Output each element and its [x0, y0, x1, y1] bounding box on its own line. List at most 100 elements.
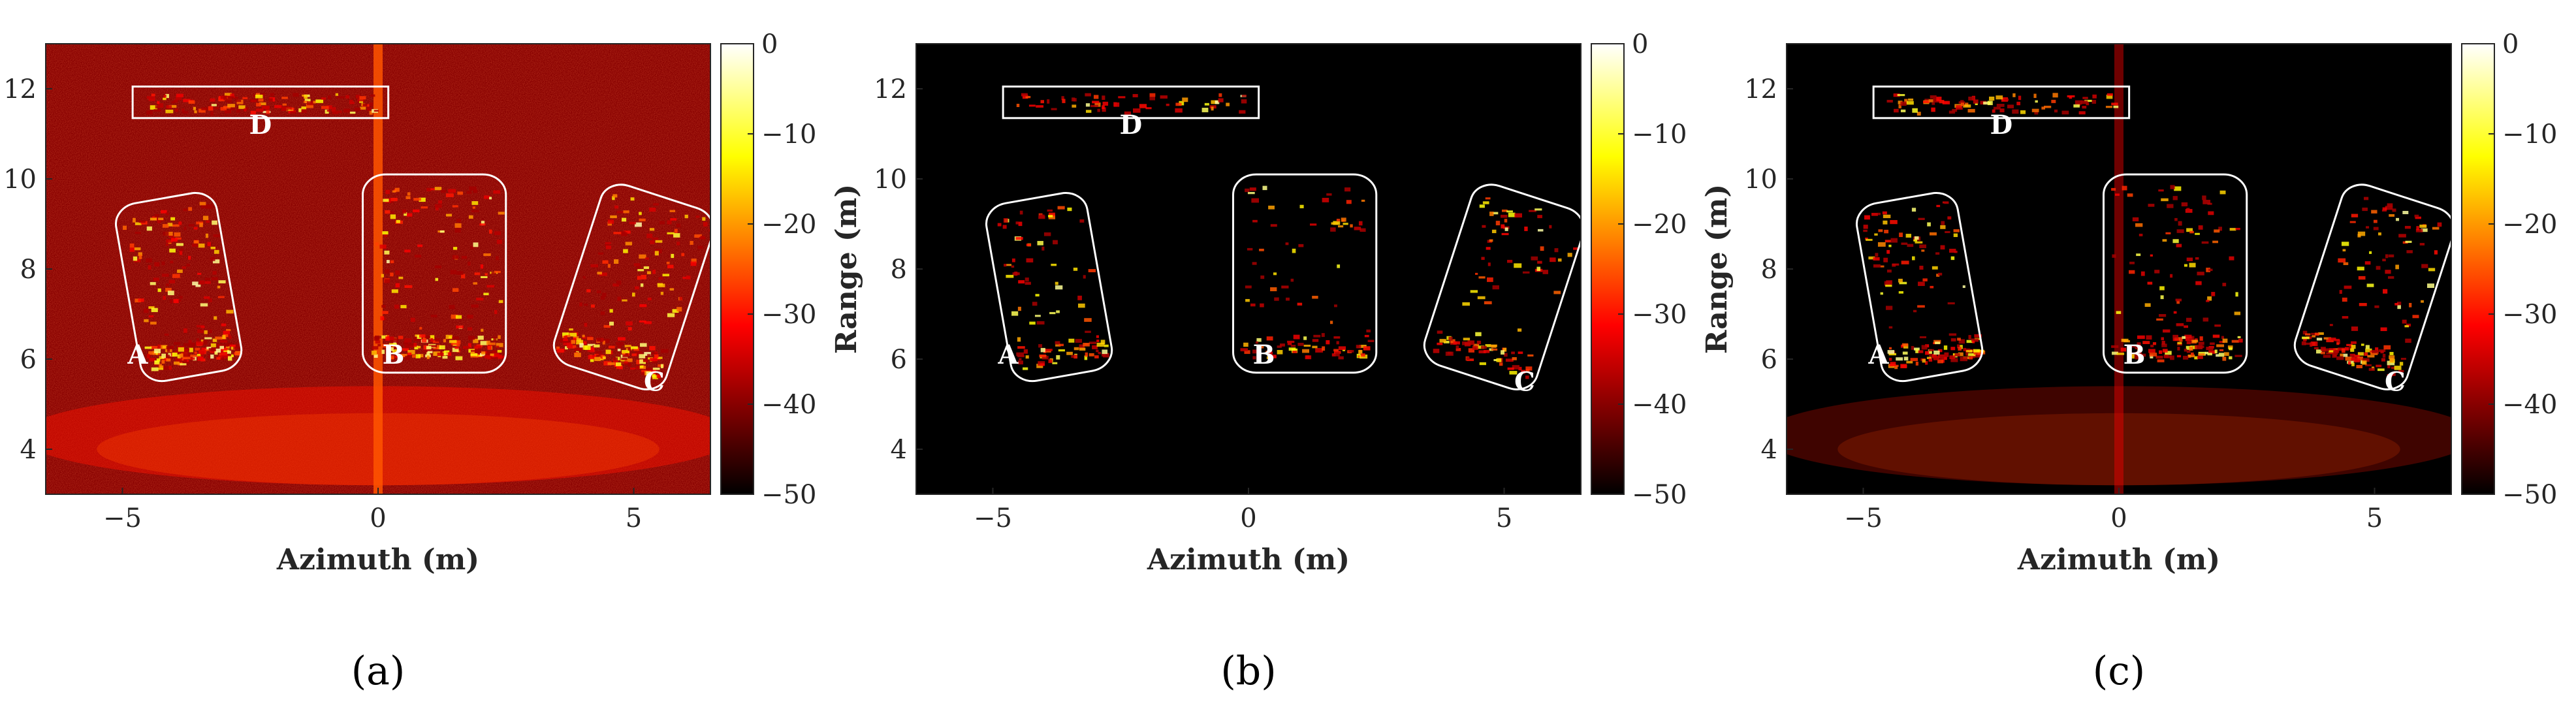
- scatterer-D: [1036, 105, 1044, 108]
- scatterer-B: [2197, 355, 2203, 359]
- scatterer-D: [362, 103, 368, 106]
- y-tick-label: 8: [20, 255, 37, 285]
- scatterer-B: [1312, 339, 1319, 342]
- scatterer-B: [390, 272, 394, 277]
- scatterer-B: [1243, 342, 1248, 347]
- scatterer-C: [1487, 262, 1491, 266]
- scatterer-C: [676, 242, 680, 246]
- scatterer-D: [227, 104, 235, 108]
- scatterer-A: [1036, 321, 1045, 325]
- scatterer-A: [1881, 265, 1884, 268]
- scatterer-B: [446, 214, 453, 217]
- scatterer-A: [231, 354, 234, 358]
- scatterer-A: [183, 328, 187, 333]
- scatterer-D: [369, 110, 373, 115]
- scatterer-A: [206, 204, 213, 209]
- scatterer-C: [2338, 258, 2346, 263]
- scatterer-A: [210, 246, 216, 249]
- scatterer-A: [162, 224, 169, 228]
- scatterer-B: [447, 352, 452, 356]
- scatterer-A: [1067, 207, 1072, 212]
- scatterer-B: [384, 279, 390, 283]
- scatterer-B: [496, 256, 499, 261]
- scatterer-C: [602, 293, 607, 297]
- scatterer-B: [1266, 356, 1271, 359]
- scatterer-D: [1102, 105, 1105, 109]
- scatterer-A: [163, 296, 166, 300]
- scatterer-B: [1329, 321, 1333, 325]
- scatterer-B: [462, 255, 468, 259]
- scatterer-B: [1310, 223, 1317, 226]
- scatterer-C: [645, 257, 649, 260]
- scatterer-A: [1885, 284, 1892, 287]
- scatterer-C: [1521, 370, 1526, 374]
- x-axis-label: Azimuth (m): [276, 543, 479, 577]
- scatterer-B: [2161, 343, 2167, 347]
- scatterer-C: [617, 296, 621, 301]
- scatterer-C: [2394, 303, 2398, 306]
- scatterer-A: [1019, 358, 1022, 360]
- scatterer-C: [2387, 360, 2395, 366]
- scatterer-A: [166, 346, 174, 349]
- scatterer-A: [146, 258, 152, 263]
- scatterer-B: [439, 345, 445, 349]
- scatterer-C: [2351, 326, 2359, 331]
- scatterer-A: [1969, 356, 1973, 360]
- scatterer-A: [183, 353, 191, 358]
- scatterer-B: [2152, 342, 2157, 345]
- scatterer-C: [2343, 353, 2348, 357]
- scatterer-C: [672, 309, 679, 313]
- scatterer-C: [1505, 358, 1514, 362]
- scatterer-A: [162, 366, 169, 370]
- scatterer-C: [603, 361, 612, 366]
- scatterer-A: [223, 330, 231, 336]
- scatterer-C: [646, 371, 652, 375]
- scatterer-D: [175, 95, 182, 101]
- scatterer-A: [159, 365, 164, 368]
- scatterer-D: [349, 111, 356, 114]
- scatterer-B: [387, 347, 394, 351]
- scatterer-A: [1073, 355, 1077, 359]
- scatterer-D: [337, 96, 345, 99]
- scatterer-A: [1892, 263, 1900, 266]
- scatterer-C: [1489, 348, 1493, 351]
- scatterer-C: [625, 242, 632, 246]
- scatterer-B: [407, 343, 415, 346]
- scatterer-D: [1933, 98, 1940, 103]
- scatterer-C: [674, 229, 678, 233]
- scatterer-C: [2359, 303, 2367, 306]
- scatterer-B: [457, 191, 463, 195]
- scatterer-B: [477, 336, 484, 340]
- scatterer-C: [565, 335, 571, 338]
- scatterer-C: [2365, 364, 2372, 366]
- scatterer-D: [1072, 104, 1077, 108]
- scatterer-B: [423, 345, 429, 350]
- scatterer-C: [1463, 338, 1471, 341]
- scatterer-A: [1055, 281, 1058, 285]
- scatterer-C: [2365, 345, 2370, 349]
- scatterer-A: [215, 348, 221, 353]
- scatterer-B: [2208, 211, 2214, 215]
- scatterer-C: [1514, 263, 1522, 268]
- scatterer-A: [199, 202, 206, 206]
- scatterer-A: [148, 265, 151, 270]
- scatterer-A: [1865, 237, 1868, 240]
- scatterer-C: [617, 348, 621, 351]
- scatterer-D: [1175, 103, 1182, 106]
- scatterer-B: [1361, 353, 1365, 357]
- scatterer-A: [214, 249, 219, 254]
- y-tick-label: 10: [3, 165, 37, 195]
- scatterer-A: [1048, 212, 1055, 217]
- scatterer-C: [621, 357, 628, 360]
- scatterer-B: [1260, 275, 1265, 279]
- scatterer-A: [1885, 306, 1893, 310]
- scatterer-C: [667, 313, 675, 317]
- scatterer-B: [2182, 355, 2189, 360]
- scatterer-B: [2162, 349, 2168, 353]
- scatterer-D: [1968, 96, 1975, 101]
- scatterer-D: [1025, 95, 1031, 99]
- scatterer-A: [200, 340, 204, 343]
- scatterer-A: [1017, 306, 1021, 311]
- scatterer-C: [623, 249, 628, 253]
- scatterer-D: [256, 103, 261, 106]
